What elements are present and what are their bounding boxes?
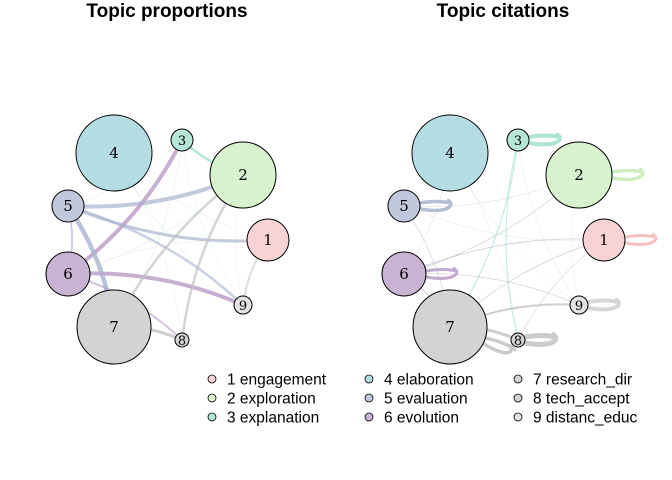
edge-3-9 [517,139,580,306]
edge-6-1 [403,238,605,275]
legend-swatch-5 [364,393,374,403]
topic-node-1 [246,218,290,262]
topic-node-1 [582,218,626,262]
topic-node-5 [387,189,421,223]
legend-item-3: 3 explanation [207,410,319,427]
legend-swatch-6 [364,412,374,422]
citations-network: 1 2 3 4 5 6 7 8 9 [381,114,658,365]
legend-item-5: 5 evaluation [364,391,468,408]
topic-node-label-5: 5 [63,197,73,215]
legend-item-7: 7 research_dir [513,372,632,389]
edge-5-1 [403,205,605,242]
topic-node-label-6: 6 [399,265,409,283]
panel-title-proportions: Topic proportions [86,1,247,22]
topic-node-label-1: 1 [599,231,609,249]
legend-item-6: 6 evolution [364,410,459,427]
legend-item-4: 4 elaboration [364,372,474,389]
topic-node-label-2: 2 [238,166,248,184]
topic-node-6 [381,251,427,297]
topic-node-label-3: 3 [178,134,186,149]
legend-label-6: 6 evolution [384,410,459,427]
topic-node-label-4: 4 [109,144,119,162]
self-loop-7 [482,336,517,355]
panel-title-citations: Topic citations [437,1,570,22]
topic-node-8 [510,332,526,348]
edge-3-8 [505,139,519,341]
topic-node-label-8: 8 [178,334,186,349]
topic-node-label-9: 9 [239,299,247,314]
legend-item-9: 9 distanc_educ [513,410,638,427]
self-loop-2 [611,167,645,182]
legend-item-2: 2 exploration [207,391,316,408]
self-loop-6 [425,266,459,280]
legend-swatch-3 [207,412,217,422]
legend-swatch-1 [207,374,217,384]
edge-3-9 [181,139,244,306]
topic-node-label-9: 9 [575,299,583,314]
legend-item-1: 1 engagement [207,372,327,389]
topic-node-label-8: 8 [514,334,522,349]
edge-5-9 [66,204,245,307]
legend-label-5: 5 evaluation [384,391,468,408]
legend-label-1: 1 engagement [227,372,327,389]
legend-swatch-9 [513,412,523,422]
self-loop-5 [419,198,453,213]
legend-label-7: 7 research_dir [533,372,632,389]
legend-swatch-8 [513,393,523,403]
topic-node-9 [569,295,589,315]
topic-node-7 [412,289,488,365]
legend-item-8: 8 tech_accept [513,391,630,408]
topic-node-7 [76,289,152,365]
topic-node-2 [545,141,613,209]
legend-label-8: 8 tech_accept [533,391,630,408]
legend-label-2: 2 exploration [227,391,316,408]
topic-node-label-6: 6 [63,265,73,283]
topic-node-label-3: 3 [514,134,522,149]
legend-swatch-2 [207,393,217,403]
topic-node-label-4: 4 [445,144,455,162]
legend-label-3: 3 explanation [227,410,319,427]
legend-label-4: 4 elaboration [384,372,474,389]
topic-node-label-5: 5 [399,197,409,215]
topic-node-label-2: 2 [574,166,584,184]
topic-node-label-1: 1 [263,231,273,249]
topic-node-3 [506,128,530,152]
self-loop-9 [587,297,621,312]
self-loop-8 [524,331,559,347]
topic-node-label-7: 7 [109,318,119,336]
topic-node-2 [209,141,277,209]
legend-swatch-4 [364,374,374,384]
edge-1-6 [67,238,269,275]
legend: 1 engagement 2 exploration 3 explanation 4 … [207,372,638,427]
topic-node-9 [233,295,253,315]
legend-swatch-7 [513,374,523,384]
self-loop-3 [528,132,562,147]
topic-node-6 [45,251,91,297]
self-loop-1 [624,232,658,246]
topic-node-3 [170,128,194,152]
legend-label-9: 9 distanc_educ [533,410,638,427]
topic-node-5 [51,189,85,223]
topic-node-4 [411,114,489,192]
topic-node-4 [75,114,153,192]
proportions-network: 1 2 3 4 5 6 7 8 9 [45,114,290,365]
topic-node-8 [174,332,190,348]
topic-node-label-7: 7 [445,318,455,336]
